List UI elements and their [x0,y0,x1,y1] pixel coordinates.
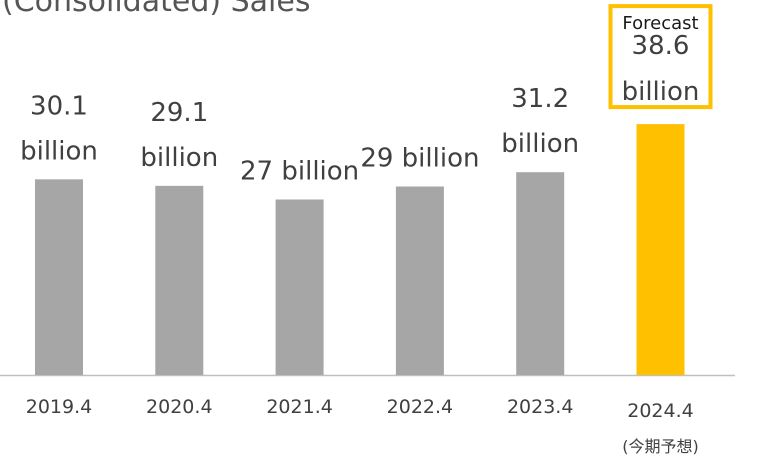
x-tick-label: 2022.4 [387,396,453,418]
value-label: 27 billion [240,157,359,187]
bar-2023.4 [516,172,565,375]
bar-2019.4 [35,179,83,375]
x-tick-label: 2019.4 [26,396,92,418]
value-label-unit: billion [140,143,218,173]
value-label: 29 billion [360,144,479,174]
value-label-unit: billion [20,136,98,166]
x-tick-label: 2021.4 [266,396,332,418]
bar-2024.4 [636,124,685,375]
x-tick-label: 2024.4 [627,400,693,422]
bar-2022.4 [395,186,444,375]
x-tick-sublabel: (今期予想) [622,437,699,456]
value-label-unit: billion [622,77,700,107]
bar-2021.4 [275,199,324,375]
value-label: 29.1 [150,98,208,128]
forecast-tag: Forecast [622,13,698,34]
value-label: 31.2 [511,84,569,114]
chart-title: (Consolidated) Sales [2,0,311,19]
value-label-unit: billion [501,129,579,159]
forecast-label-box [608,4,713,110]
bar-2020.4 [155,185,204,375]
value-label: 38.6 [632,31,690,61]
value-label: 30.1 [30,91,88,121]
x-tick-label: 2023.4 [507,396,573,418]
x-tick-label: 2020.4 [146,396,212,418]
